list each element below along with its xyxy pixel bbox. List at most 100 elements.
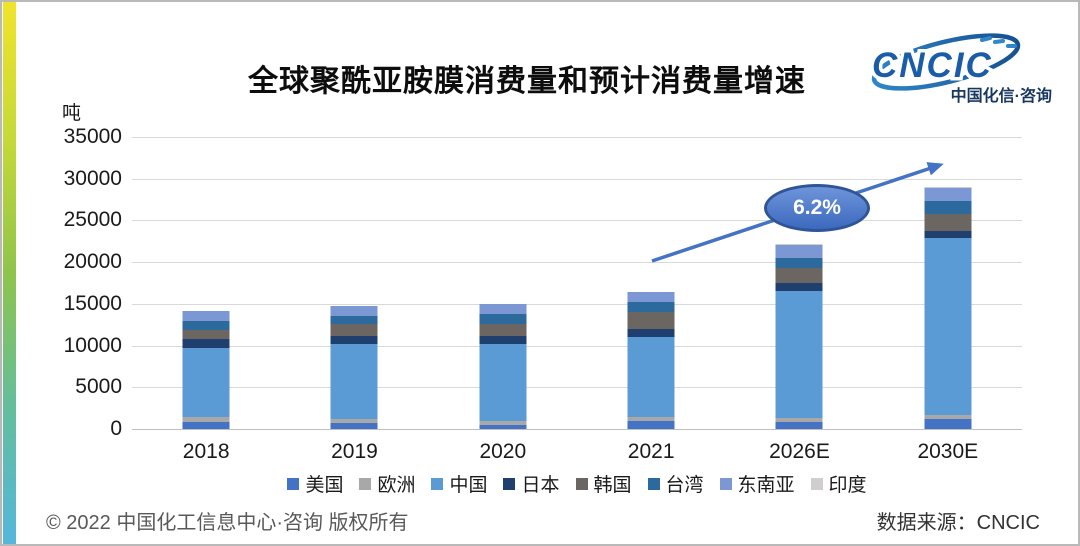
y-tick-label: 0 [110, 417, 122, 440]
bar-segment-欧洲 [775, 418, 823, 422]
gridline [132, 303, 1022, 305]
bar-column-2030E [874, 137, 1022, 429]
gridline [132, 345, 1022, 347]
legend-item-美国: 美国 [287, 470, 343, 497]
legend-swatch [359, 477, 372, 490]
bar-segment-日本 [479, 336, 527, 344]
gridline [132, 220, 1022, 222]
copyright-text: © 2022 中国化工信息中心·咨询 版权所有 [46, 512, 409, 534]
bar-column-2018 [132, 137, 280, 429]
bar-segment-韩国 [479, 323, 527, 337]
bar-segment-美国 [330, 423, 378, 429]
legend-swatch [287, 477, 300, 490]
x-tick-label-2026E: 2026E [769, 440, 830, 463]
legend-item-台湾: 台湾 [647, 470, 704, 497]
bar-segment-欧洲 [627, 417, 675, 422]
x-tick-label-2021: 2021 [627, 440, 675, 463]
legend-swatch [719, 477, 732, 490]
stacked-bar-2030E [924, 187, 972, 429]
x-tick-label-2020: 2020 [479, 440, 527, 463]
bar-segment-台湾 [627, 302, 675, 313]
bar-segment-东南亚 [627, 292, 675, 303]
bar-segment-韩国 [627, 312, 675, 329]
legend-label: 欧洲 [377, 475, 416, 496]
gridline [132, 137, 1022, 138]
bar-segment-印度 [924, 187, 972, 188]
legend-item-韩国: 韩国 [575, 470, 632, 497]
x-tick-label-2030E: 2030E [917, 440, 979, 463]
legend-swatch [647, 477, 660, 490]
bar-column-2026E [725, 137, 873, 429]
legend-item-日本: 日本 [503, 470, 560, 497]
bar-segment-台湾 [479, 313, 527, 324]
y-tick-label: 30000 [63, 166, 122, 190]
x-tick-label-2018: 2018 [182, 440, 230, 463]
legend-label: 台湾 [665, 475, 704, 496]
y-axis-unit-label: 吨 [62, 103, 82, 124]
stacked-bar-2020 [479, 303, 527, 429]
bars-container [132, 137, 1022, 429]
logo-orbit-icon [871, 33, 1021, 91]
bar-column-2020 [429, 137, 577, 429]
legend-swatch [575, 477, 588, 490]
x-axis-line [132, 429, 1022, 430]
bar-segment-中国 [182, 348, 230, 417]
legend: 美国 欧洲 中国 日本 韩国 台湾 东南亚 印度 [132, 470, 1022, 497]
bar-segment-欧洲 [182, 416, 230, 422]
legend-swatch [431, 477, 444, 490]
bar-segment-韩国 [924, 213, 972, 232]
legend-item-欧洲: 欧洲 [359, 470, 415, 497]
legend-label: 中国 [449, 475, 488, 496]
stacked-bar-2018 [182, 311, 230, 429]
bar-segment-东南亚 [182, 311, 230, 322]
y-tick-label: 20000 [63, 250, 122, 274]
y-axis-labels: 0 5000 10000 15000 20000 25000 30000 35000 [2, 125, 122, 440]
bar-segment-韩国 [182, 329, 230, 339]
y-tick-label: 15000 [63, 291, 122, 315]
bar-segment-台湾 [330, 316, 378, 325]
bar-segment-中国 [775, 291, 823, 419]
bar-segment-中国 [924, 237, 972, 415]
bar-segment-东南亚 [330, 306, 378, 317]
bar-segment-中国 [330, 343, 378, 420]
bar-segment-日本 [330, 336, 378, 344]
bar-segment-美国 [627, 421, 675, 429]
bar-column-2021 [577, 137, 725, 429]
bar-segment-东南亚 [924, 187, 972, 202]
y-tick-label: 5000 [75, 375, 122, 399]
left-gradient-strip [3, 2, 16, 544]
logo-subtitle: 中国化信·咨询 [951, 86, 1052, 105]
bar-segment-欧洲 [330, 419, 378, 424]
bar-segment-台湾 [182, 321, 230, 330]
y-tick-label: 35000 [63, 125, 122, 148]
data-source-text: 数据来源：CNCIC [876, 512, 1040, 534]
gridline [132, 387, 1022, 389]
bar-segment-台湾 [924, 201, 972, 214]
bar-segment-美国 [479, 424, 527, 429]
legend-label: 印度 [828, 475, 867, 496]
cncic-logo: CNCIC 中国化信·咨询 [869, 33, 1052, 105]
logo-orbit-dashes-icon [980, 36, 1017, 48]
legend-item-东南亚: 东南亚 [719, 470, 795, 497]
stacked-bar-2019 [330, 305, 378, 429]
legend-swatch [810, 477, 823, 490]
bar-segment-欧洲 [479, 420, 527, 425]
x-tick-label-2019: 2019 [331, 440, 378, 463]
bar-segment-东南亚 [479, 303, 527, 314]
gridline [132, 178, 1022, 180]
growth-rate-badge: 6.2% [764, 184, 870, 232]
legend-label: 日本 [521, 475, 560, 496]
bar-segment-中国 [627, 336, 675, 418]
bar-segment-美国 [182, 421, 230, 429]
bar-segment-日本 [182, 338, 230, 349]
logo-wordmark: CNCIC [872, 46, 993, 85]
bar-column-2019 [280, 137, 428, 429]
bar-segment-欧洲 [924, 414, 972, 419]
bar-segment-韩国 [775, 268, 823, 284]
bar-segment-日本 [627, 328, 675, 337]
stacked-bar-2021 [627, 291, 675, 429]
y-tick-label: 25000 [63, 208, 122, 232]
bar-segment-中国 [479, 343, 527, 421]
legend-label: 东南亚 [737, 475, 795, 496]
